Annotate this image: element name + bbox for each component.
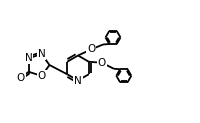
Text: N: N xyxy=(25,53,33,63)
Text: N: N xyxy=(74,76,82,85)
Text: O: O xyxy=(16,73,25,83)
Text: O: O xyxy=(87,45,95,54)
Text: O: O xyxy=(98,58,106,68)
Text: N: N xyxy=(38,49,45,59)
Text: O: O xyxy=(37,71,46,81)
